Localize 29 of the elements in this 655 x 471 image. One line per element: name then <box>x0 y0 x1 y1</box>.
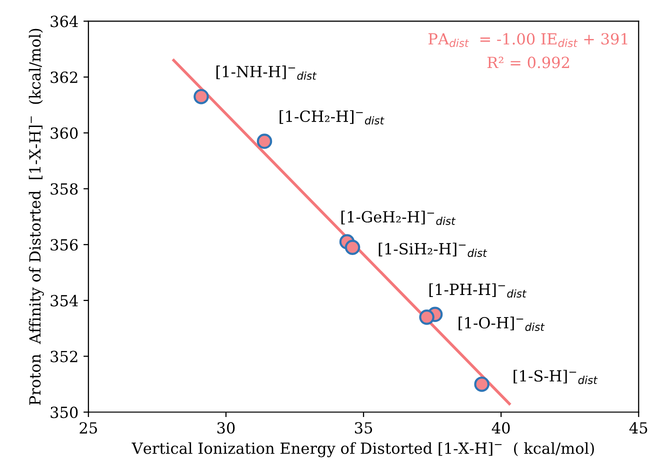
annotation: [1-PH-H]$^{−}$$_{dist}$ <box>429 283 527 298</box>
x-tick-label: 40 <box>492 422 510 434</box>
annotation: [1-CH₂-H]$^{−}$$_{dist}$ <box>280 110 384 124</box>
x-axis-title: Vertical Ionization Energy of Distorted [1-X-H]$^{−}$ ( kcal/mol) <box>132 442 594 458</box>
y-tick-label: 362 <box>50 72 78 84</box>
x-tick-label: 35 <box>354 422 372 434</box>
annotation: PA$_{dist}$ = -1.00 IE$_{dist}$ + 391 <box>428 33 628 48</box>
x-tick-label: 45 <box>629 422 648 434</box>
point <box>256 134 272 149</box>
y-tick-label: 350 <box>50 406 78 418</box>
annotation: R² = 0.992 <box>487 56 570 68</box>
y-axis-title: Proton Affinity of Distorted [1-X-H]$^{−}$ (kcal/mol) <box>28 28 44 405</box>
annotation: [1-NH-H]$^{−}$$_{dist}$ <box>216 66 317 80</box>
point <box>419 310 434 325</box>
point <box>194 88 209 104</box>
annotation: [1-GeH₂-H]$^{−}$$_{dist}$ <box>341 210 456 226</box>
x-tick-label: 25 <box>80 422 97 434</box>
annotation: [1-SiH₂-H]$^{−}$$_{dist}$ <box>378 242 488 257</box>
annotation: [1-O-H]$^{−}$$_{dist}$ <box>458 316 545 331</box>
y-tick-label: 364 <box>50 16 78 28</box>
y-tick-label: 360 <box>50 127 78 139</box>
annotation: [1-S-H]$^{−}$$_{dist}$ <box>514 370 598 384</box>
y-tick-label: 356 <box>50 239 78 251</box>
y-tick-label: 358 <box>50 183 78 195</box>
y-tick-label: 354 <box>50 294 78 306</box>
x-tick-label: 30 <box>217 422 235 434</box>
point <box>344 240 360 256</box>
point <box>474 376 490 392</box>
y-tick-label: 352 <box>50 350 78 362</box>
